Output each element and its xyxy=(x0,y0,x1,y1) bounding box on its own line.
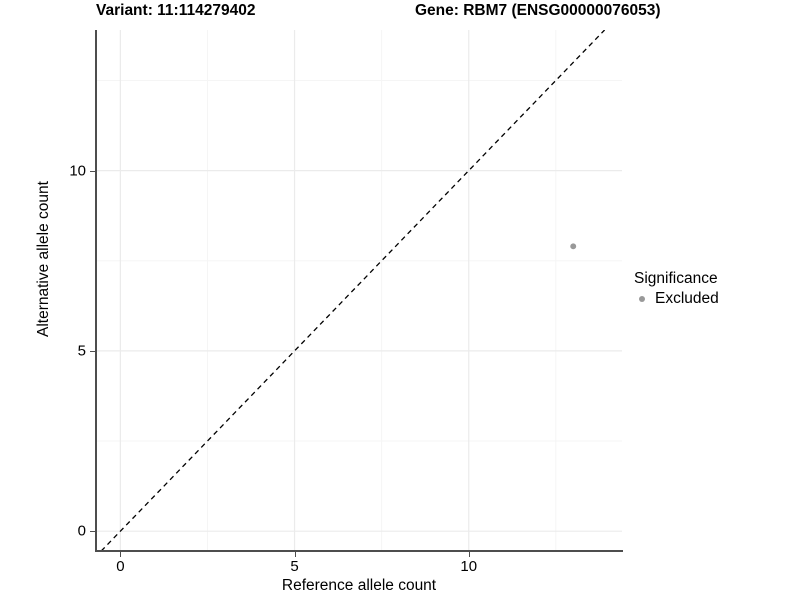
y-tick-mark xyxy=(90,531,95,533)
x-tick-mark xyxy=(468,552,470,557)
x-tick-label: 10 xyxy=(460,558,478,575)
plot-panel xyxy=(96,30,622,551)
y-axis-line xyxy=(95,30,97,552)
data-points xyxy=(570,243,577,250)
y-tick-mark xyxy=(90,350,95,352)
y-tick-mark xyxy=(90,170,95,172)
legend-item[interactable]: Excluded xyxy=(634,290,719,308)
gene-title: Gene: RBM7 (ENSG00000076053) xyxy=(415,2,661,19)
y-tick-label: 0 xyxy=(77,522,86,540)
diagonal-reference-line xyxy=(100,30,606,551)
y-axis-tick-labels: 0 5 10 xyxy=(0,0,86,600)
x-axis-line xyxy=(95,550,623,552)
x-tick-label: 5 xyxy=(290,558,299,575)
legend-key xyxy=(634,291,650,307)
legend-title: Significance xyxy=(634,270,718,287)
plot-canvas xyxy=(96,30,622,551)
major-gridlines xyxy=(96,30,622,551)
legend-item-label: Excluded xyxy=(655,290,719,307)
legend-dot-icon xyxy=(639,296,645,302)
minor-gridlines xyxy=(96,30,622,551)
y-axis-label: Alternative allele count xyxy=(35,181,52,337)
y-tick-label: 5 xyxy=(77,342,86,360)
legend-items: Excluded xyxy=(634,290,719,308)
variant-title: Variant: 11:114279402 xyxy=(96,2,256,19)
y-tick-label: 10 xyxy=(69,162,86,180)
legend: Significance Excluded xyxy=(634,270,719,308)
x-tick-mark xyxy=(120,552,122,557)
x-axis-label: Reference allele count xyxy=(281,577,437,594)
x-tick-label: 0 xyxy=(116,558,125,575)
x-tick-mark xyxy=(294,552,296,557)
